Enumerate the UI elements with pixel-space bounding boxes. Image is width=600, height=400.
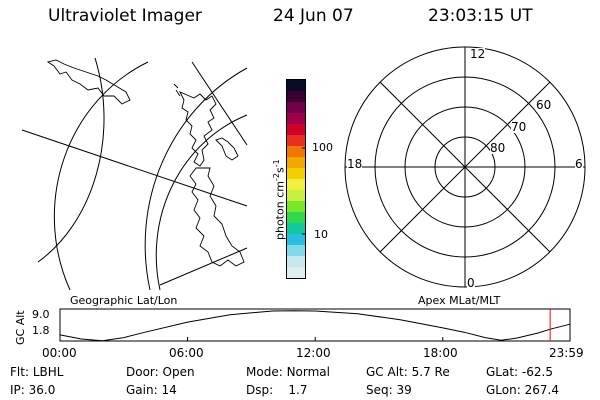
altitude-curve <box>59 310 571 342</box>
unit-s: s <box>273 167 287 174</box>
filter-label: Flt: <box>10 365 29 379</box>
map-lat-arc <box>144 67 248 291</box>
status-seq: Seq: 39 <box>366 384 412 396</box>
colorbar-band <box>287 179 305 191</box>
polar-diagonal <box>379 81 551 253</box>
filter-value: LBHL <box>32 365 64 379</box>
colorbar-unit-label: photon cm-2s-1 <box>272 159 287 240</box>
status-mode: Mode: Normal <box>246 366 330 378</box>
map-meridian <box>159 247 248 286</box>
polar-diagonal <box>379 81 551 253</box>
colorbar-band <box>287 112 305 125</box>
coastline <box>173 83 181 97</box>
ytick-bottom: 1.8 <box>32 324 50 337</box>
ip-value: 36.0 <box>28 383 56 397</box>
seq-value: 39 <box>396 383 412 397</box>
colorbar-band <box>287 102 305 114</box>
dsp-value: 1.7 <box>288 383 308 397</box>
xtick-1800: 18:00 <box>423 346 458 360</box>
gcalt-label: GC Alt: <box>366 365 408 379</box>
status-glat: GLat: -62.5 <box>486 366 553 378</box>
instrument-title: Ultraviolet Imager <box>48 6 202 26</box>
polar-ring-60 <box>374 76 556 258</box>
geographic-title: Geographic Lat/Lon <box>70 294 178 307</box>
colorbar-tick-100: 100 <box>312 141 333 154</box>
gc-alt-ylabel: GC Alt <box>14 310 27 345</box>
time-label: 23:03:15 UT <box>428 6 533 26</box>
xtick-0600: 06:00 <box>169 346 204 360</box>
lat-label-60: 60 <box>536 98 552 112</box>
gcalt-value: 5.7 Re <box>411 365 450 379</box>
glon-value: 267.4 <box>524 383 559 397</box>
mlt-label-12: 12 <box>470 47 486 61</box>
xtick-2359: 23:59 <box>549 346 584 360</box>
status-ip: IP: 36.0 <box>10 384 55 396</box>
lat-label-80: 80 <box>490 141 506 155</box>
colorbar-band <box>287 168 305 180</box>
door-value: Open <box>162 365 195 379</box>
polar-ring-80 <box>434 136 496 198</box>
status-door: Door: Open <box>126 366 195 378</box>
colorbar-band <box>287 211 305 224</box>
coastline <box>189 167 245 267</box>
colorbar-band <box>287 124 305 136</box>
colorbar-band <box>287 234 305 246</box>
seq-label: Seq: <box>366 383 393 397</box>
glat-label: GLat: <box>486 365 519 379</box>
colorbar-band <box>287 135 305 147</box>
altitude-plot-frame <box>59 308 571 342</box>
status-dsp: Dsp: 1.7 <box>246 384 308 396</box>
xtick-1200: 12:00 <box>296 346 331 360</box>
map-lat-arc <box>37 57 105 263</box>
colorbar-tick-10: 10 <box>314 228 328 241</box>
colorbar-band <box>287 145 305 158</box>
map-lat-arc <box>155 114 248 291</box>
colorbar-band <box>287 267 305 278</box>
colorbar-ticks <box>302 147 306 235</box>
apex-title: Apex MLat/MLT <box>418 294 501 307</box>
door-label: Door: <box>126 365 159 379</box>
coastline <box>46 59 131 105</box>
colorbar-band <box>287 157 305 169</box>
polar-ring-outer <box>344 46 586 288</box>
colorbar <box>286 79 306 279</box>
ip-label: IP: <box>10 383 25 397</box>
glon-label: GLon: <box>486 383 521 397</box>
gain-label: Gain: <box>126 383 158 397</box>
gain-value: 14 <box>161 383 177 397</box>
colorbar-band <box>287 245 305 257</box>
colorbar-band <box>287 91 305 103</box>
dsp-label: Dsp: <box>246 383 274 397</box>
colorbar-band <box>287 223 305 235</box>
colorbar-band <box>287 201 305 213</box>
colorbar-band <box>287 80 305 92</box>
glat-value: -62.5 <box>521 365 553 379</box>
lat-label-70: 70 <box>511 120 527 134</box>
polar-ring-70 <box>404 106 526 228</box>
mode-value: Normal <box>286 365 330 379</box>
ytick-top: 9.0 <box>32 308 50 321</box>
mlt-label-0: 0 <box>467 276 475 290</box>
mode-label: Mode: <box>246 365 283 379</box>
map-lat-arc <box>53 61 149 291</box>
date-label: 24 Jun 07 <box>273 6 354 26</box>
unit-sup-s: -1 <box>272 159 281 168</box>
coastline <box>179 91 217 167</box>
mlt-label-6: 6 <box>575 157 583 171</box>
unit-photon-cm: photon cm <box>273 181 287 240</box>
unit-sup-cm: -2 <box>272 173 281 182</box>
status-glon: GLon: 267.4 <box>486 384 559 396</box>
xtick-0000: 00:00 <box>42 346 77 360</box>
map-meridian <box>191 61 248 146</box>
colorbar-band <box>287 190 305 202</box>
map-meridian <box>21 129 248 207</box>
status-gain: Gain: 14 <box>126 384 177 396</box>
coastline <box>215 137 239 161</box>
mlt-label-18: 18 <box>347 157 363 171</box>
colorbar-band <box>287 256 305 268</box>
status-filter: Flt: LBHL <box>10 366 63 378</box>
status-gcalt: GC Alt: 5.7 Re <box>366 366 450 378</box>
